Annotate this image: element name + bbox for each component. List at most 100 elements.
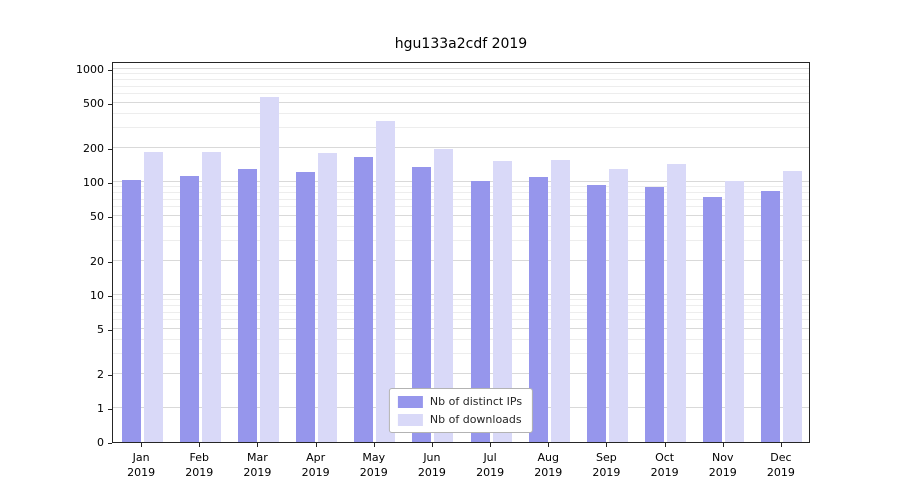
x-tick-label: Sep 2019 — [592, 451, 621, 479]
legend-label-downloads: Nb of downloads — [429, 413, 522, 426]
y-tick-label: 1 — [97, 402, 104, 415]
gridline — [113, 73, 809, 75]
y-tick-mark — [108, 183, 112, 184]
gridline — [113, 181, 809, 182]
y-tick-mark — [108, 409, 112, 410]
x-tick-label: Nov 2019 — [708, 451, 737, 479]
y-tick-mark — [108, 330, 112, 332]
bar-downloads — [434, 149, 454, 442]
x-tick-mark — [606, 443, 608, 447]
gridline — [113, 186, 809, 188]
gridline — [113, 259, 809, 261]
gridline — [113, 215, 809, 217]
gridline — [113, 191, 809, 193]
gridline — [113, 127, 809, 129]
y-tick-label: 10 — [90, 289, 104, 302]
y-tick-mark — [108, 148, 112, 150]
bar-downloads — [318, 153, 338, 442]
gridline — [113, 206, 809, 208]
gridline — [113, 112, 809, 114]
x-tick-label: Jun 2019 — [417, 451, 446, 479]
bar-distinct-ips — [354, 157, 374, 442]
bar-distinct-ips — [121, 179, 141, 442]
legend-item-distinct-ips: Nb of distinct IPs — [397, 395, 523, 408]
x-tick-mark — [431, 443, 433, 447]
y-tick-mark — [108, 104, 112, 106]
y-tick-label: 200 — [83, 141, 104, 155]
bar-distinct-ips — [237, 169, 257, 442]
x-tick-mark — [490, 443, 492, 447]
y-tick-label: 500 — [83, 97, 104, 111]
gridline — [113, 146, 809, 148]
y-tick-mark — [108, 374, 112, 376]
y-tick-label: 2 — [97, 367, 104, 381]
bar-distinct-ips — [528, 177, 548, 442]
bar-downloads — [143, 151, 163, 442]
y-tick-label: 1000 — [76, 63, 104, 76]
bar-distinct-ips — [296, 172, 316, 442]
bar-distinct-ips — [586, 184, 606, 442]
bar-distinct-ips — [703, 196, 723, 442]
y-tick-label: 0 — [97, 436, 104, 449]
bar-downloads — [201, 152, 221, 442]
y-tick-mark — [108, 70, 112, 71]
gridline — [113, 372, 809, 374]
x-tick-label: Oct 2019 — [650, 451, 679, 479]
gridline — [113, 225, 809, 227]
x-tick-label: Apr 2019 — [301, 451, 330, 479]
bar-distinct-ips — [179, 176, 199, 442]
x-tick-label: Jul 2019 — [476, 451, 505, 479]
bar-downloads — [667, 164, 687, 442]
gridline — [113, 338, 809, 340]
gridline — [113, 294, 809, 295]
y-tick-mark — [108, 443, 112, 444]
y-tick-mark — [108, 296, 112, 297]
x-tick-mark — [373, 443, 375, 447]
x-tick-label: Dec 2019 — [766, 451, 795, 479]
gridline — [113, 328, 809, 330]
x-tick-mark — [257, 443, 259, 447]
gridline — [113, 102, 809, 104]
bar-downloads — [259, 97, 279, 442]
chart-title: hgu133a2cdf 2019 — [394, 36, 528, 52]
x-tick-mark — [199, 443, 201, 447]
x-tick-mark — [664, 443, 666, 447]
legend-swatch-distinct-ips — [397, 395, 423, 408]
legend: Nb of distinct IPs Nb of downloads — [388, 388, 534, 433]
y-tick-mark — [108, 217, 112, 219]
x-tick-mark — [548, 443, 550, 447]
gridline — [113, 68, 809, 69]
bar-downloads — [550, 159, 570, 442]
gridline — [113, 93, 809, 95]
x-tick-mark — [141, 443, 143, 447]
x-tick-mark — [722, 443, 724, 447]
plot-area: Nb of distinct IPs Nb of downloads — [112, 62, 810, 443]
x-tick-label: Mar 2019 — [243, 451, 272, 479]
x-tick-label: Aug 2019 — [534, 451, 563, 479]
legend-label-distinct-ips: Nb of distinct IPs — [429, 395, 523, 408]
gridline — [113, 319, 809, 321]
bar-downloads — [783, 171, 803, 442]
gridline — [113, 304, 809, 306]
bar-distinct-ips — [412, 167, 432, 442]
x-tick-label: Feb 2019 — [185, 451, 214, 479]
gridline — [113, 85, 809, 87]
bar-distinct-ips — [645, 187, 665, 442]
gridline — [113, 299, 809, 301]
x-tick-label: Jan 2019 — [127, 451, 156, 479]
x-tick-mark — [780, 443, 782, 447]
bar-downloads — [492, 160, 512, 442]
y-tick-label: 20 — [90, 254, 104, 268]
gridline — [113, 240, 809, 242]
legend-swatch-downloads — [397, 413, 423, 426]
legend-item-downloads: Nb of downloads — [397, 413, 522, 426]
bars-layer — [113, 63, 809, 442]
gridline — [113, 353, 809, 355]
gridline — [113, 78, 809, 80]
bar-downloads — [725, 181, 745, 442]
bar-distinct-ips — [761, 190, 781, 442]
y-tick-label: 50 — [90, 210, 104, 224]
gridline — [113, 198, 809, 200]
